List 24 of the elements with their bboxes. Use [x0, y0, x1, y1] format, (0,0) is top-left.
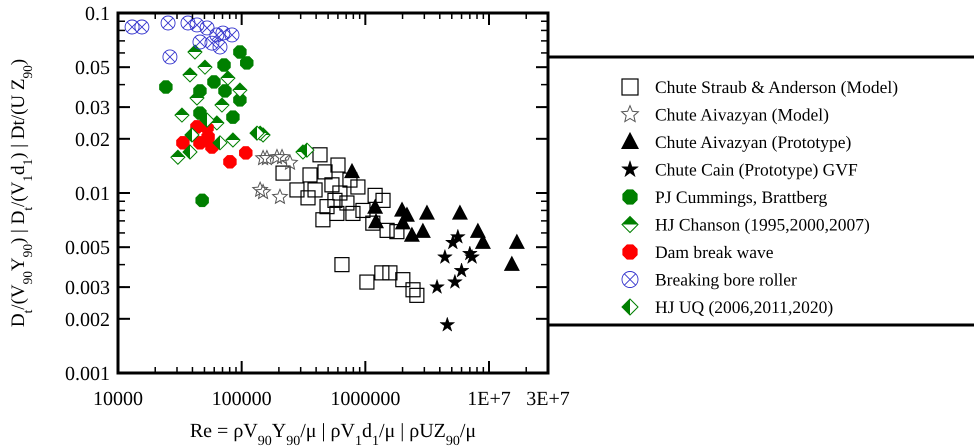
x-tick-label: 10000 — [93, 388, 143, 410]
legend-label: Dam break wave — [655, 242, 774, 262]
x-tick-label: 1000000 — [330, 388, 400, 410]
y-tick-label: 0.01 — [75, 183, 110, 205]
legend-label: Chute Aivazyan (Prototype) — [655, 132, 852, 152]
x-tick-label: 3E+7 — [526, 388, 570, 410]
text: Re = ρV$_{90}$Y$_{90}$/μ | ρV$_{1}$d$_{1}$/μ | ρUZ$_{90}$/μ — [190, 420, 476, 446]
legend-label: HJ Chanson (1995,2000,2007) — [655, 214, 870, 234]
y-tick-label: 0.05 — [75, 57, 110, 80]
legend-label: Chute Straub & Anderson (Model) — [655, 77, 898, 97]
y-tick-label: 0.003 — [65, 277, 110, 300]
y-tick-label: 0.005 — [65, 237, 110, 260]
legend-label: Breaking bore roller — [655, 270, 798, 290]
legend-label: PJ Cummings, Brattberg — [655, 187, 828, 207]
legend-label: HJ UQ (2006,2011,2020) — [655, 297, 834, 317]
y-tick-label: 0.03 — [75, 97, 110, 120]
legend-label: Chute Cain (Prototype) GVF — [655, 160, 858, 180]
y-tick-label: 0.001 — [65, 363, 110, 385]
y-tick-label: 0.002 — [65, 308, 110, 331]
y-tick-label: 0.02 — [75, 128, 110, 151]
y-tick-label: 0.1 — [85, 3, 110, 25]
x-tick-label: 1E+7 — [467, 388, 511, 410]
legend-label: Chute Aivazyan (Model) — [655, 104, 830, 124]
x-tick-label: 100000 — [212, 388, 272, 410]
